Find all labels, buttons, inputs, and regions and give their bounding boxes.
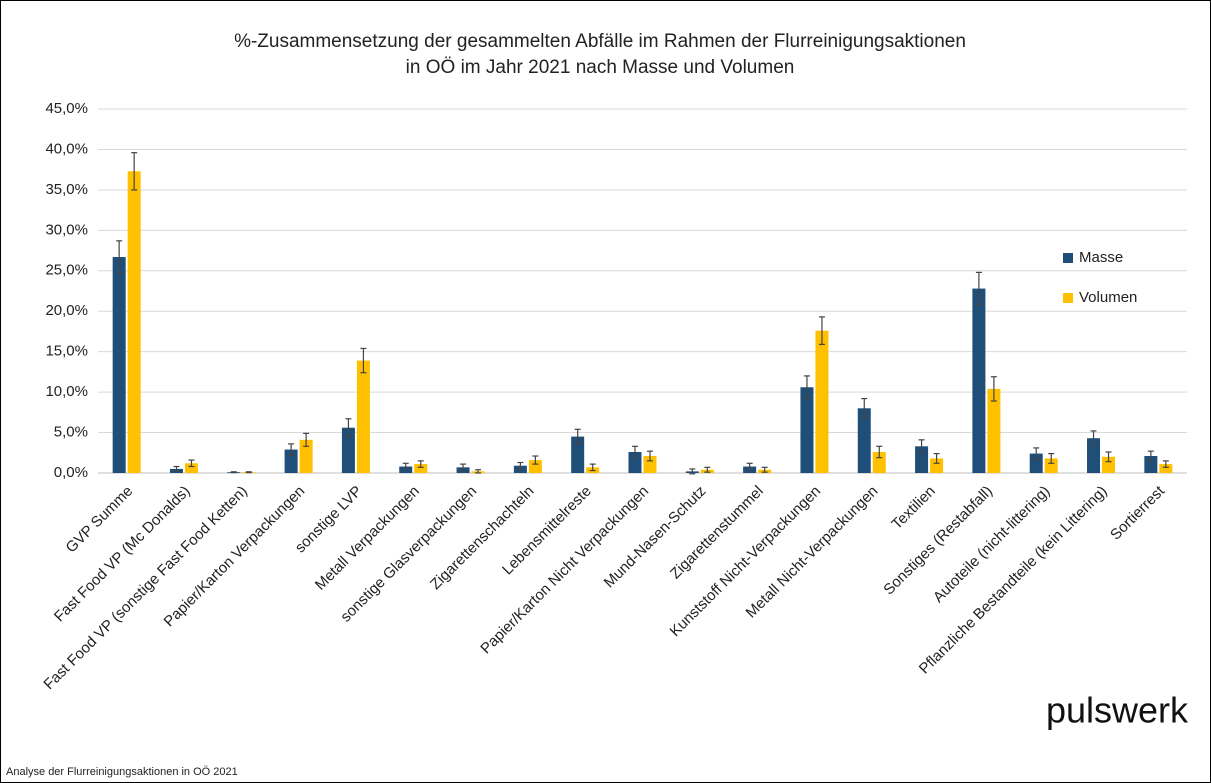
y-tick-label: 30,0% <box>45 221 88 238</box>
error-bar <box>417 460 424 468</box>
error-bar <box>245 471 252 474</box>
error-bar <box>761 466 768 473</box>
y-tick-label: 25,0% <box>45 262 88 279</box>
bar <box>284 449 298 473</box>
error-bar <box>818 316 825 345</box>
error-bar <box>704 466 711 473</box>
bar <box>930 458 944 473</box>
error-bar <box>402 462 409 471</box>
error-bar <box>1105 451 1112 463</box>
bar <box>915 446 929 473</box>
y-tick-label: 5,0% <box>54 424 88 441</box>
y-tick-label: 45,0% <box>45 100 88 117</box>
y-tick-label: 20,0% <box>45 302 88 319</box>
error-bar <box>689 468 696 475</box>
error-bar <box>303 432 310 447</box>
bar <box>643 456 657 473</box>
chart-title: in OÖ im Jahr 2021 nach Masse und Volume… <box>406 57 795 78</box>
error-bar <box>173 465 180 472</box>
bar <box>184 463 198 473</box>
error-bar <box>1048 452 1055 464</box>
bar <box>800 387 814 473</box>
error-bar <box>933 452 940 464</box>
bar <box>414 464 428 473</box>
error-bar <box>876 445 883 459</box>
legend-label: Volumen <box>1079 289 1137 306</box>
bar <box>1029 453 1043 473</box>
y-tick-label: 40,0% <box>45 140 88 157</box>
bar <box>872 451 886 473</box>
footnote: Analyse der Flurreinigungsaktionen in OÖ… <box>6 766 238 778</box>
error-bar <box>345 418 352 438</box>
error-bar <box>460 463 467 472</box>
error-bar <box>1162 460 1169 468</box>
error-bar <box>746 462 753 471</box>
legend-swatch <box>1063 253 1073 263</box>
bar <box>815 330 829 473</box>
error-bar <box>360 347 367 374</box>
error-bar <box>532 455 539 465</box>
error-bar <box>1090 430 1097 447</box>
bar <box>299 439 313 473</box>
error-bar <box>131 152 138 191</box>
legend-swatch <box>1063 293 1073 303</box>
chart-title: %-Zusammensetzung der gesammelten Abfäll… <box>234 31 966 52</box>
bar <box>356 360 370 473</box>
error-bar <box>589 463 596 472</box>
error-bar <box>475 469 482 474</box>
bar <box>987 388 1001 473</box>
error-bar <box>116 240 123 274</box>
bar <box>1087 438 1101 473</box>
error-bar <box>1033 447 1040 460</box>
error-bar <box>574 428 581 445</box>
bar <box>341 427 355 473</box>
bar <box>972 288 986 473</box>
bar <box>1044 458 1058 473</box>
error-bar <box>517 461 524 470</box>
error-bar <box>803 375 810 400</box>
error-bar <box>230 471 237 474</box>
bar <box>628 451 642 473</box>
bar <box>112 257 126 473</box>
y-tick-label: 0,0% <box>54 464 88 481</box>
error-bar <box>188 459 195 468</box>
error-bar <box>1147 450 1154 462</box>
bar <box>571 436 585 473</box>
bar <box>1102 456 1116 473</box>
bar <box>1144 456 1158 473</box>
error-bar <box>918 439 925 454</box>
error-bar <box>288 443 295 456</box>
y-tick-label: 15,0% <box>45 343 88 360</box>
y-tick-label: 10,0% <box>45 383 88 400</box>
y-tick-label: 35,0% <box>45 181 88 198</box>
error-bar <box>975 271 982 306</box>
bar <box>857 408 871 473</box>
error-bar <box>632 445 638 459</box>
logo: pulswerk <box>1046 690 1189 731</box>
error-bar <box>861 397 868 419</box>
bar <box>1159 464 1173 473</box>
legend-label: Masse <box>1079 249 1123 266</box>
bar <box>127 171 141 474</box>
error-bar <box>990 376 997 402</box>
error-bar <box>647 450 653 462</box>
bar <box>528 460 542 473</box>
